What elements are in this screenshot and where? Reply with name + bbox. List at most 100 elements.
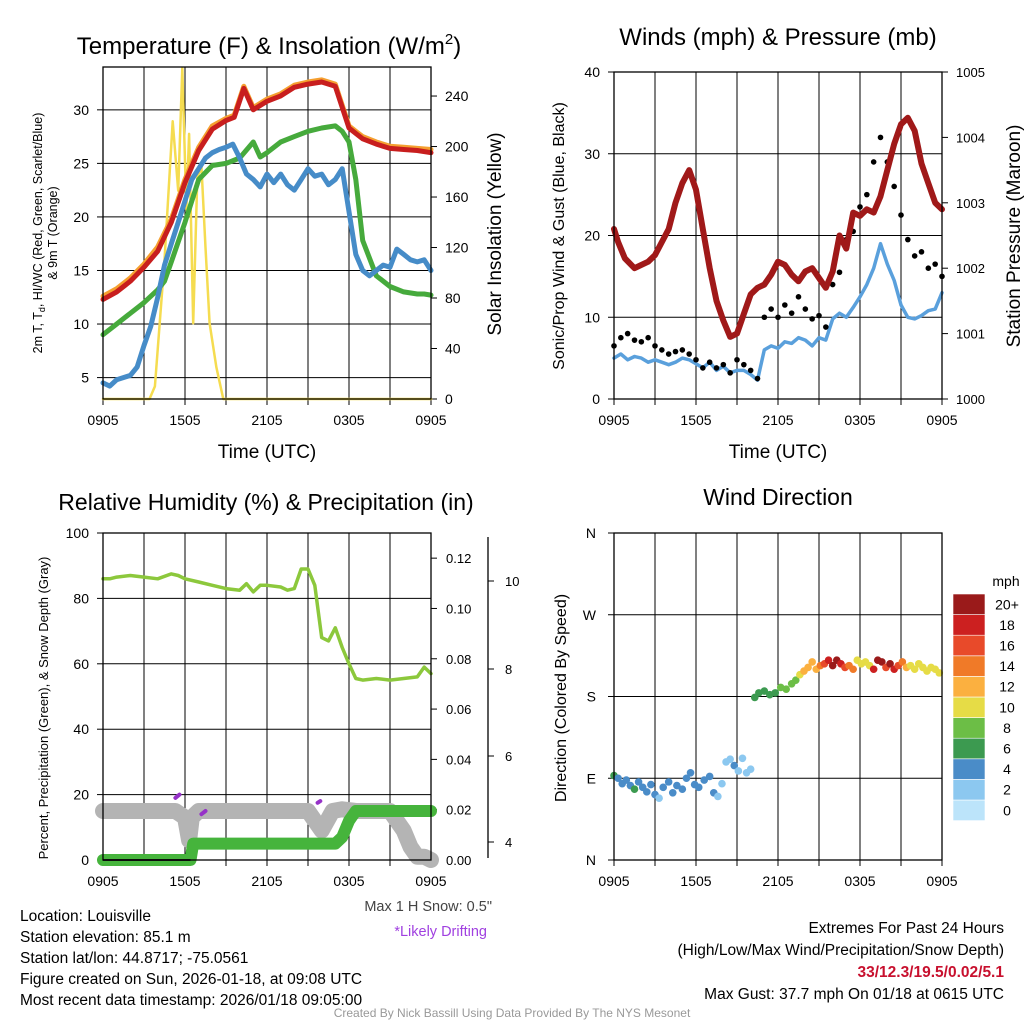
legend-label: 0 — [1003, 802, 1011, 818]
wind-direction-point — [910, 665, 919, 674]
wind-y2tick-label: 1005 — [956, 65, 985, 80]
wind-gust-point — [720, 361, 727, 368]
temp-ytick-label: 30 — [73, 102, 89, 118]
wind-gust-point — [816, 312, 822, 319]
figure-created: Figure created on Sun, 2026-01-18, at 09… — [20, 971, 363, 988]
wind-y2tick-label: 1000 — [956, 392, 985, 407]
wind-direction-point — [935, 669, 944, 677]
rh-title: Relative Humidity (%) & Precipitation (i… — [58, 489, 473, 515]
dir-ylabel: Direction (Colored By Speed) — [553, 594, 570, 802]
wind-gust-point — [672, 348, 679, 355]
temp-ytick-label: 15 — [73, 262, 89, 278]
temp-y2tick-label: 200 — [445, 139, 469, 155]
legend-swatch — [952, 676, 986, 698]
wind-gust-point — [891, 183, 897, 190]
wind-direction-point — [804, 663, 812, 672]
wind-gust-point — [795, 294, 802, 300]
wind-direction-point — [614, 774, 622, 783]
speed-legend: mph 0 2 4 6 8 10 12 14 16 18 20+ — [952, 573, 1020, 821]
temp-xtick-label: 1505 — [169, 412, 200, 428]
legend-swatch — [952, 634, 986, 657]
wind-plot-border — [613, 71, 943, 400]
drifting-mark — [315, 799, 323, 805]
wind-direction-point — [808, 658, 816, 666]
wind-gust-point — [925, 265, 932, 272]
wind-gust-point — [788, 310, 795, 316]
dir-xtick-label: 1505 — [680, 873, 711, 889]
snow-note: Max 1 H Snow: 0.5" — [364, 899, 492, 915]
rh-xtick-label: 1505 — [169, 873, 200, 889]
station-latlon: Station lat/lon: 44.8717; -75.0561 — [20, 950, 249, 967]
wind-gust-point — [809, 316, 815, 322]
dir-title: Wind Direction — [703, 484, 853, 510]
wind-direction-point — [682, 774, 691, 783]
dir-xtick-label: 2105 — [762, 873, 793, 889]
wind-direction-point — [686, 769, 695, 777]
rh-ytick-label: 40 — [73, 721, 89, 737]
temp-xtick-label: 2105 — [251, 412, 282, 428]
wind-direction-point — [886, 660, 894, 668]
rh-y2tick-label: 0.02 — [446, 803, 471, 818]
wind-direction-point — [734, 767, 743, 775]
recent-timestamp: Most recent data timestamp: 2026/01/18 0… — [20, 992, 363, 1009]
wind-gust-point — [727, 370, 733, 376]
wind-direction-point — [760, 687, 769, 695]
temp-y2tick-label: 40 — [445, 341, 461, 357]
temp-ytick-label: 25 — [73, 155, 89, 171]
temp-ylabel-line2: & 9m T (Orange) — [46, 186, 60, 279]
temp-y2tick-label: 240 — [445, 88, 469, 104]
legend-swatch — [952, 696, 986, 718]
extremes-subtitle: (High/Low/Max Wind/Precipitation/Snow De… — [677, 942, 1005, 959]
wind-gust-point — [713, 365, 720, 371]
wind-gust-point — [836, 269, 843, 276]
wind-ytick-label: 0 — [592, 391, 600, 407]
wind-gust-point — [898, 212, 904, 218]
wind-direction-point — [714, 792, 722, 801]
wind-gust-point — [645, 334, 651, 341]
wind-ytick-label: 20 — [584, 228, 600, 244]
wind-gust-point — [911, 253, 918, 259]
rh-xtick-label: 0905 — [415, 873, 446, 889]
legend-swatch — [952, 614, 986, 636]
credit-line: Created By Nick Bassill Using Data Provi… — [333, 1006, 691, 1020]
dir-ytick-label: W — [583, 607, 597, 623]
wind-gust-point — [686, 351, 692, 357]
temp-ytick-label: 20 — [73, 209, 89, 225]
wind-xtick-label: 0305 — [844, 412, 875, 428]
legend-label: 2 — [1003, 782, 1011, 798]
wind-gust-point — [747, 367, 754, 374]
wind-direction-point — [824, 656, 833, 664]
wind-gust-point — [905, 236, 911, 243]
extremes-block: Extremes For Past 24 Hours (High/Low/Max… — [678, 918, 1005, 1006]
wind-plot: 0905 1505 2105 0305 0905 0 10 20 30 40 1000 1001 100… — [584, 64, 985, 428]
wind-direction-point — [738, 754, 747, 763]
dir-ytick-label: S — [587, 689, 596, 705]
wind-direction-point — [878, 658, 886, 666]
legend-label: 20+ — [995, 596, 1019, 612]
wind-direction-point — [746, 765, 755, 773]
wind-ytick-label: 30 — [584, 146, 600, 162]
rh-y2tick-label: 0.04 — [446, 752, 471, 767]
legend-swatch — [952, 799, 986, 821]
dir-plot-border — [613, 532, 943, 861]
wind-xtick-label: 2105 — [762, 412, 793, 428]
wind-direction-point — [643, 788, 651, 796]
rh-y3tick-label: 4 — [505, 835, 512, 850]
legend-swatch — [952, 655, 986, 677]
wind-xtick-label: 0905 — [926, 412, 957, 428]
legend-label: 14 — [999, 658, 1015, 674]
wind-y2tick-label: 1001 — [956, 327, 985, 342]
wind-direction-point — [694, 783, 703, 792]
wind-direction-point — [828, 661, 837, 670]
wind-gust-point — [652, 343, 658, 349]
wind-direction-point — [668, 788, 677, 797]
pressure-line — [611, 114, 945, 340]
wind-direction-point — [678, 785, 687, 793]
temp-ylabel: 2m T, Td, HI/WC (Red, Green, Scarlet/Blu… — [31, 113, 47, 354]
wind-gust-point — [918, 249, 925, 255]
wind-y2label: Station Pressure (Maroon) — [1004, 125, 1024, 348]
wind-gust-point — [864, 191, 870, 198]
legend-swatch — [952, 717, 986, 739]
wind-gust-point — [754, 375, 761, 382]
